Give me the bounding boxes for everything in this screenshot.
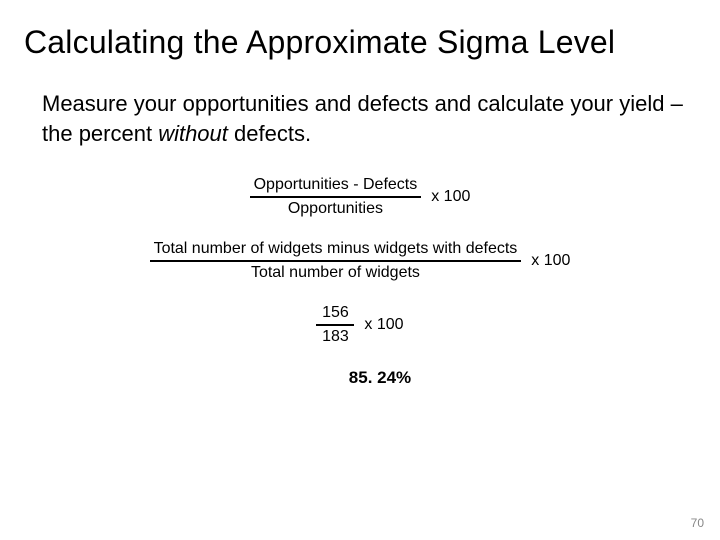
denominator: 183 — [318, 326, 353, 346]
formula-numeric: 156 183 x 100 — [316, 304, 403, 346]
slide-title: Calculating the Approximate Sigma Level — [24, 24, 696, 61]
multiplier: x 100 — [364, 316, 403, 334]
fraction: Total number of widgets minus widgets wi… — [150, 240, 522, 282]
page-number: 70 — [691, 516, 704, 530]
result-value: 85. 24% — [349, 368, 411, 388]
numerator: Opportunities - Defects — [250, 176, 422, 196]
slide: Calculating the Approximate Sigma Level … — [0, 0, 720, 540]
denominator: Opportunities — [284, 198, 387, 218]
multiplier: x 100 — [531, 252, 570, 270]
lead-paragraph: Measure your opportunities and defects a… — [24, 89, 696, 148]
formulas-block: Opportunities - Defects Opportunities x … — [24, 176, 696, 388]
formula-widgets: Total number of widgets minus widgets wi… — [150, 240, 571, 282]
denominator: Total number of widgets — [247, 262, 424, 282]
lead-text-1: Measure your opportunities and defects a… — [42, 91, 683, 146]
numerator: Total number of widgets minus widgets wi… — [150, 240, 522, 260]
fraction: 156 183 — [316, 304, 354, 346]
multiplier: x 100 — [431, 188, 470, 206]
lead-text-2: defects. — [228, 121, 311, 146]
numerator: 156 — [318, 304, 353, 324]
fraction: Opportunities - Defects Opportunities — [250, 176, 422, 218]
lead-italic: without — [158, 121, 228, 146]
formula-generic: Opportunities - Defects Opportunities x … — [250, 176, 471, 218]
